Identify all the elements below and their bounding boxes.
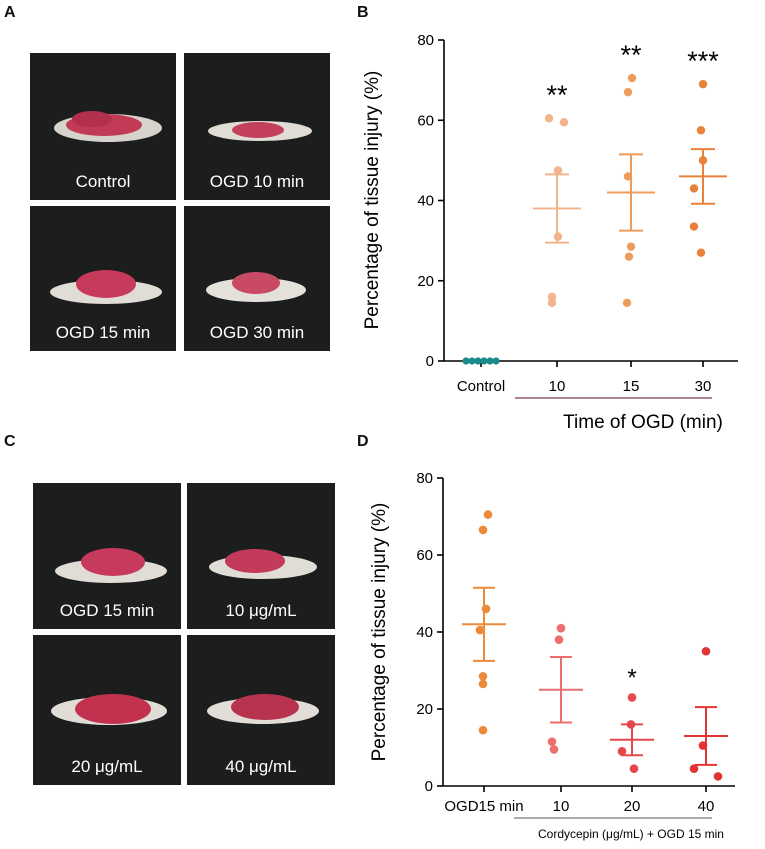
data-point xyxy=(483,510,493,519)
data-point xyxy=(468,357,476,365)
panel-b-letter: B xyxy=(357,4,369,21)
data-point xyxy=(689,764,699,773)
x-tick-label: 30 xyxy=(695,378,712,395)
photo-caption: OGD 30 min xyxy=(209,323,305,342)
x-tick-label: 40 xyxy=(698,798,715,815)
x-tick-label: 15 xyxy=(623,378,640,395)
brain-slice-image xyxy=(50,270,162,304)
photo-caption: Control xyxy=(75,172,131,191)
photo-caption: OGD 15 min xyxy=(59,601,155,620)
data-point xyxy=(629,764,639,773)
data-point xyxy=(547,292,557,301)
data-point xyxy=(554,635,564,644)
data-point xyxy=(492,357,500,365)
y-axis-label: Percentage of tissue injury (%) xyxy=(362,71,383,330)
data-point xyxy=(478,679,488,689)
photo-a-ogd10: OGD 10 min xyxy=(184,53,330,200)
y-axis-label: Percentage of tissue injury (%) xyxy=(369,503,390,762)
data-point xyxy=(481,604,491,614)
data-point xyxy=(696,126,706,135)
significance-label: *** xyxy=(687,46,719,76)
data-point xyxy=(549,745,559,754)
data-point xyxy=(544,114,554,123)
panel-a-letter: A xyxy=(4,4,16,21)
data-point xyxy=(689,184,699,193)
data-point xyxy=(478,525,488,535)
y-tick-label: 40 xyxy=(417,193,434,210)
y-tick-label: 60 xyxy=(416,547,433,564)
y-tick-label: 80 xyxy=(416,470,433,487)
data-point xyxy=(547,737,557,747)
data-point xyxy=(623,172,633,181)
photo-c-40: 40 μg/mL xyxy=(187,635,335,785)
photo-a-ogd30: OGD 30 min xyxy=(184,206,330,351)
data-point xyxy=(713,772,723,781)
panel-d-letter: D xyxy=(357,433,369,450)
panel-c-letter: C xyxy=(4,433,16,450)
data-point xyxy=(474,357,482,365)
data-point xyxy=(556,623,566,633)
y-tick-label: 80 xyxy=(417,32,434,49)
data-point xyxy=(698,79,708,89)
x-axis-label: Cordycepin (μg/mL) + OGD 15 min xyxy=(538,827,724,841)
y-tick-label: 20 xyxy=(417,273,434,290)
data-point xyxy=(624,252,634,261)
data-point xyxy=(478,671,488,681)
brain-slice-image xyxy=(55,548,167,583)
brain-slice-image xyxy=(51,694,167,725)
y-tick-label: 0 xyxy=(425,778,433,795)
photo-a-ogd15: OGD 15 min xyxy=(30,206,176,351)
data-point xyxy=(547,298,557,308)
significance-label: ** xyxy=(546,80,568,110)
data-point xyxy=(627,73,637,83)
y-tick-label: 40 xyxy=(416,624,433,641)
photo-caption: 40 μg/mL xyxy=(225,757,297,776)
data-point xyxy=(622,298,632,308)
data-point xyxy=(626,720,636,729)
data-point xyxy=(486,357,494,365)
data-point xyxy=(553,232,563,241)
data-point xyxy=(689,222,699,231)
data-point xyxy=(462,357,470,365)
photo-c-20: 20 μg/mL xyxy=(33,635,181,785)
data-point xyxy=(626,242,636,251)
data-point xyxy=(559,118,569,127)
x-tick-label: 20 xyxy=(624,798,641,815)
photo-c-10: 10 μg/mL xyxy=(187,483,335,629)
y-tick-label: 0 xyxy=(426,353,434,370)
brain-slice-image xyxy=(206,272,306,302)
brain-slice-image xyxy=(209,549,317,579)
x-tick-label: OGD15 min xyxy=(444,798,523,815)
photo-c-ogd15: OGD 15 min xyxy=(33,483,181,629)
data-point xyxy=(696,248,706,257)
data-point xyxy=(617,747,627,756)
y-tick-label: 60 xyxy=(417,112,434,129)
x-axis-label: Time of OGD (min) xyxy=(563,412,723,433)
data-point xyxy=(701,646,711,656)
data-point xyxy=(480,357,488,365)
significance-label: ** xyxy=(620,40,642,70)
data-point xyxy=(553,166,563,175)
x-tick-label: Control xyxy=(457,378,505,395)
photo-caption: OGD 10 min xyxy=(209,172,305,191)
brain-slice-image xyxy=(207,694,319,724)
significance-label: * xyxy=(627,664,636,691)
brain-slice-image xyxy=(54,111,162,142)
x-tick-label: 10 xyxy=(549,378,566,395)
data-point xyxy=(698,741,708,750)
data-point xyxy=(623,87,633,97)
data-point xyxy=(627,693,637,702)
photo-caption: OGD 15 min xyxy=(55,323,151,342)
data-point xyxy=(475,625,485,635)
brain-slice-image xyxy=(208,121,312,141)
photo-caption: 20 μg/mL xyxy=(71,757,143,776)
photo-a-control: Control xyxy=(30,53,176,200)
x-tick-label: 10 xyxy=(553,798,570,815)
data-point xyxy=(698,156,708,165)
data-point xyxy=(478,725,488,735)
photo-caption: 10 μg/mL xyxy=(225,601,297,620)
y-tick-label: 20 xyxy=(416,701,433,718)
